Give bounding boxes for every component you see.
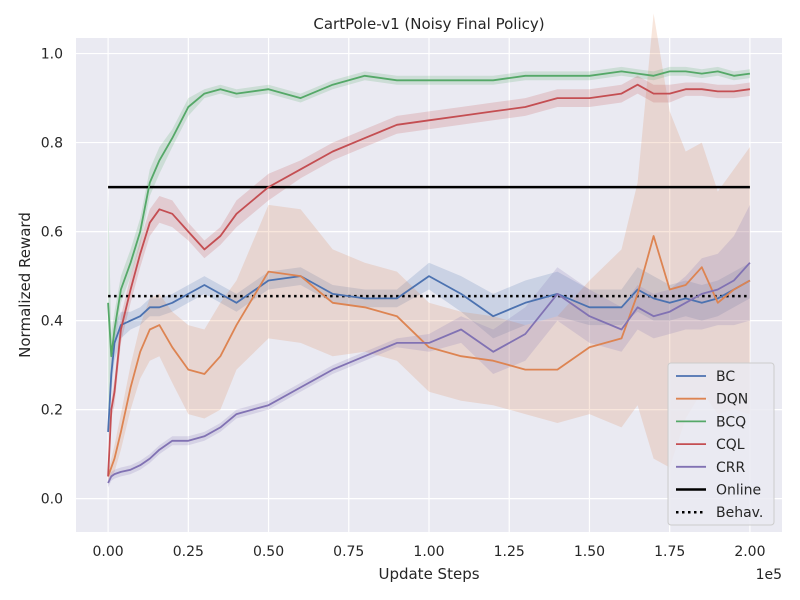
grid-lines [76,38,782,532]
y-tick-label: 0.6 [41,225,63,241]
x-tick-label: 0.25 [173,544,204,560]
x-tick-label: 0.00 [93,544,124,560]
band-dqn [108,13,750,481]
legend: BC DQN BCQ CQL CRR Online Behav. [667,362,775,526]
legend-label-behav-: Behav. [716,505,763,521]
chart-title: CartPole-v1 (Noisy Final Policy) [313,15,544,33]
line-bcq [107,70,751,358]
y-tick-labels: 0.0 0.2 0.4 0.6 0.8 1.0 [41,47,63,508]
series-lines [107,70,751,484]
band-bc [108,262,750,446]
y-tick-label: 0.2 [41,403,63,419]
x-axis-offset-label: 1e5 [756,567,782,583]
x-tick-label: 0.50 [253,544,284,560]
y-tick-label: 0.8 [41,136,63,152]
reference-lines [108,185,750,298]
legend-label-dqn: DQN [716,392,748,408]
band-cql [108,75,750,481]
y-tick-label: 1.0 [41,47,63,63]
x-tick-label: 0.75 [333,544,364,560]
x-tick-labels: 0.00 0.25 0.50 0.75 1.00 1.25 1.50 1.75 2.00 [93,544,766,560]
y-tick-label: 0.0 [41,492,63,508]
x-tick-label: 1.00 [413,544,444,560]
legend-label-cql: CQL [716,437,745,453]
line-cql [107,83,751,477]
y-axis-label: Normalized Reward [16,212,34,358]
legend-label-crr: CRR [716,460,746,476]
x-tick-label: 1.25 [494,544,525,560]
x-axis-label: Update Steps [378,565,479,583]
line-crr [107,262,751,484]
legend-label-bcq: BCQ [716,414,746,430]
legend-label-bc: BC [716,369,735,385]
x-tick-label: 1.50 [574,544,605,560]
line-dqn [107,235,751,477]
line-bc [107,275,751,432]
y-tick-label: 0.4 [41,314,63,330]
legend-box [667,362,775,526]
legend-label-online: Online [716,483,761,499]
x-tick-label: 1.75 [654,544,685,560]
x-tick-label: 2.00 [734,544,765,560]
